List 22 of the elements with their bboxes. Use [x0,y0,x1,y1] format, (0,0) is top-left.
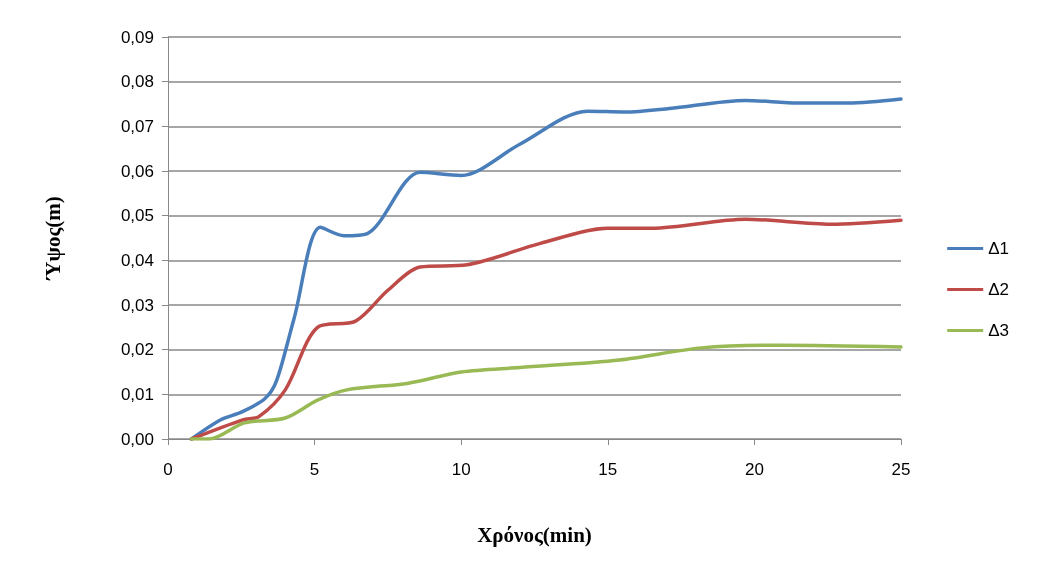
x-tick-label: 20 [744,460,764,479]
y-tick-label: 0,03 [120,295,154,315]
y-axis-title: Ύψος(m) [40,196,65,281]
x-tick-label: 25 [891,460,911,479]
x-tick-label: 15 [598,460,618,479]
y-tick-label: 0,06 [120,161,154,181]
y-tick-label: 0,02 [120,340,154,360]
y-tick-label: 0,01 [120,384,154,404]
y-tick-label: 0,05 [120,206,154,226]
x-tick-label: 10 [451,460,471,479]
x-axis-title: Χρόνος(min) [477,522,592,547]
x-tick-label: 0 [163,460,173,479]
line-series [189,343,903,441]
legend-label: Δ2 [988,280,1009,299]
y-tick-label: 0,00 [120,429,154,449]
y-tick-label: 0,04 [120,250,154,270]
y-tick-label: 0,07 [120,116,154,136]
y-tick-label: 0,09 [120,27,154,47]
y-tick-label: 0,08 [120,72,154,92]
x-tick-label: 5 [309,460,320,479]
legend-label: Δ1 [988,239,1009,258]
legend-label: Δ3 [988,321,1009,340]
